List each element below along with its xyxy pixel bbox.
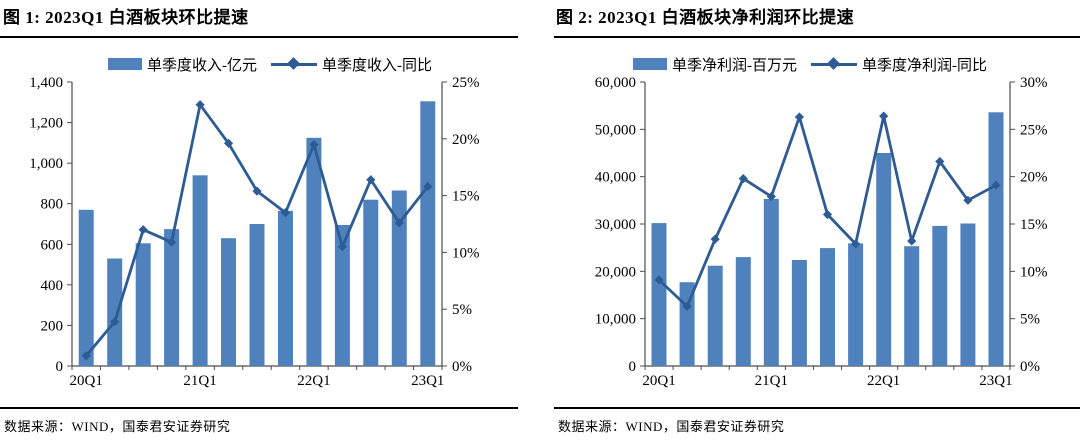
- svg-text:800: 800: [41, 197, 64, 213]
- svg-text:20,000: 20,000: [595, 264, 636, 280]
- x-axis: 20Q1 21Q1 22Q1 23Q1: [70, 365, 444, 389]
- svg-text:5%: 5%: [1020, 312, 1040, 328]
- svg-text:22Q1: 22Q1: [867, 373, 900, 389]
- svg-text:40,000: 40,000: [595, 170, 636, 186]
- svg-text:60,000: 60,000: [595, 76, 636, 91]
- svg-text:21Q1: 21Q1: [755, 373, 788, 389]
- svg-text:200: 200: [41, 318, 64, 334]
- figure2-source: 数据来源：WIND，国泰君安证券研究: [558, 419, 785, 434]
- svg-text:50,000: 50,000: [595, 122, 636, 138]
- bar-series: [78, 101, 436, 367]
- svg-text:23Q1: 23Q1: [979, 373, 1012, 389]
- bar-swatch-icon: [633, 58, 667, 70]
- svg-text:30,000: 30,000: [595, 217, 636, 233]
- svg-text:0: 0: [629, 359, 637, 375]
- legend-item-line: 单季度净利润-同比: [811, 54, 987, 75]
- legend-line-label: 单季度净利润-同比: [862, 57, 987, 74]
- legend-item-bar: 单季度收入-亿元: [108, 54, 257, 75]
- left-axis: 0 200 400 600 800 1,000 1,200 1,400: [29, 76, 73, 375]
- svg-text:15%: 15%: [1020, 217, 1048, 233]
- figure2-chart-plot: 0 10,000 20,000 30,000 40,000 50,000 60,000 0% 5…: [595, 76, 1048, 389]
- right-axis: 0% 5% 10% 15% 20% 25%: [441, 76, 480, 375]
- svg-text:0%: 0%: [1020, 359, 1040, 375]
- line-swatch-icon: [271, 57, 317, 70]
- figure1-bottom-rule: [0, 407, 518, 409]
- figure2-title-rule: [554, 36, 1080, 38]
- legend-item-bar: 单季净利润-百万元: [633, 54, 797, 75]
- svg-text:21Q1: 21Q1: [183, 373, 216, 389]
- svg-text:25%: 25%: [452, 76, 480, 91]
- svg-text:400: 400: [41, 278, 64, 294]
- bar-swatch-icon: [108, 58, 142, 70]
- figure1-legend: 单季度收入-亿元 单季度收入-同比: [0, 53, 540, 75]
- figure2-legend: 单季净利润-百万元 单季度净利润-同比: [540, 53, 1080, 75]
- legend-bar-label: 单季度收入-亿元: [147, 57, 257, 74]
- svg-text:15%: 15%: [452, 189, 480, 205]
- svg-text:10,000: 10,000: [595, 312, 636, 328]
- svg-text:5%: 5%: [452, 302, 472, 318]
- legend-item-line: 单季度收入-同比: [271, 54, 432, 75]
- svg-text:20%: 20%: [1020, 170, 1048, 186]
- line-series: [654, 111, 1001, 311]
- line-series: [81, 100, 433, 361]
- svg-text:22Q1: 22Q1: [297, 373, 330, 389]
- svg-text:20Q1: 20Q1: [642, 373, 675, 389]
- svg-text:10%: 10%: [1020, 264, 1048, 280]
- svg-text:0: 0: [56, 359, 64, 375]
- svg-text:20%: 20%: [452, 132, 480, 148]
- figure1-panel: 图 1: 2023Q1 白酒板块环比提速 单季度收入-亿元 单季度收入-同比 0…: [0, 8, 540, 434]
- figure1-title-rule: [0, 36, 518, 38]
- figure1-chart-plot: 0 200 400 600 800 1,000 1,200 1,400 0% 5% 10% 15% 20…: [29, 76, 480, 389]
- svg-text:20Q1: 20Q1: [70, 373, 103, 389]
- svg-text:1,400: 1,400: [29, 76, 63, 91]
- left-axis: 0 10,000 20,000 30,000 40,000 50,000 60,000: [595, 76, 646, 375]
- svg-text:600: 600: [41, 237, 64, 253]
- figure2-bottom-rule: [554, 407, 1080, 409]
- line-swatch-icon: [811, 57, 857, 70]
- bar-series: [651, 112, 1004, 366]
- svg-text:10%: 10%: [452, 245, 480, 261]
- figure1-source: 数据来源：WIND，国泰君安证券研究: [4, 419, 231, 434]
- figure2-panel: 图 2: 2023Q1 白酒板块净利润环比提速 单季净利润-百万元 单季度净利润…: [540, 0, 1080, 447]
- legend-bar-label: 单季净利润-百万元: [672, 57, 797, 74]
- svg-text:30%: 30%: [1020, 76, 1048, 91]
- figure1-title: 图 1: 2023Q1 白酒板块环比提速: [3, 8, 249, 27]
- svg-text:23Q1: 23Q1: [411, 373, 444, 389]
- figure2-title: 图 2: 2023Q1 白酒板块净利润环比提速: [556, 8, 855, 27]
- x-axis: 20Q1 21Q1 22Q1 23Q1: [642, 365, 1013, 389]
- svg-text:1,000: 1,000: [29, 156, 63, 172]
- legend-line-label: 单季度收入-同比: [322, 57, 432, 74]
- right-axis: 0% 5% 10% 15% 20% 25% 30%: [1009, 76, 1048, 375]
- svg-text:0%: 0%: [452, 359, 472, 375]
- svg-text:25%: 25%: [1020, 122, 1048, 138]
- svg-text:1,200: 1,200: [29, 116, 63, 132]
